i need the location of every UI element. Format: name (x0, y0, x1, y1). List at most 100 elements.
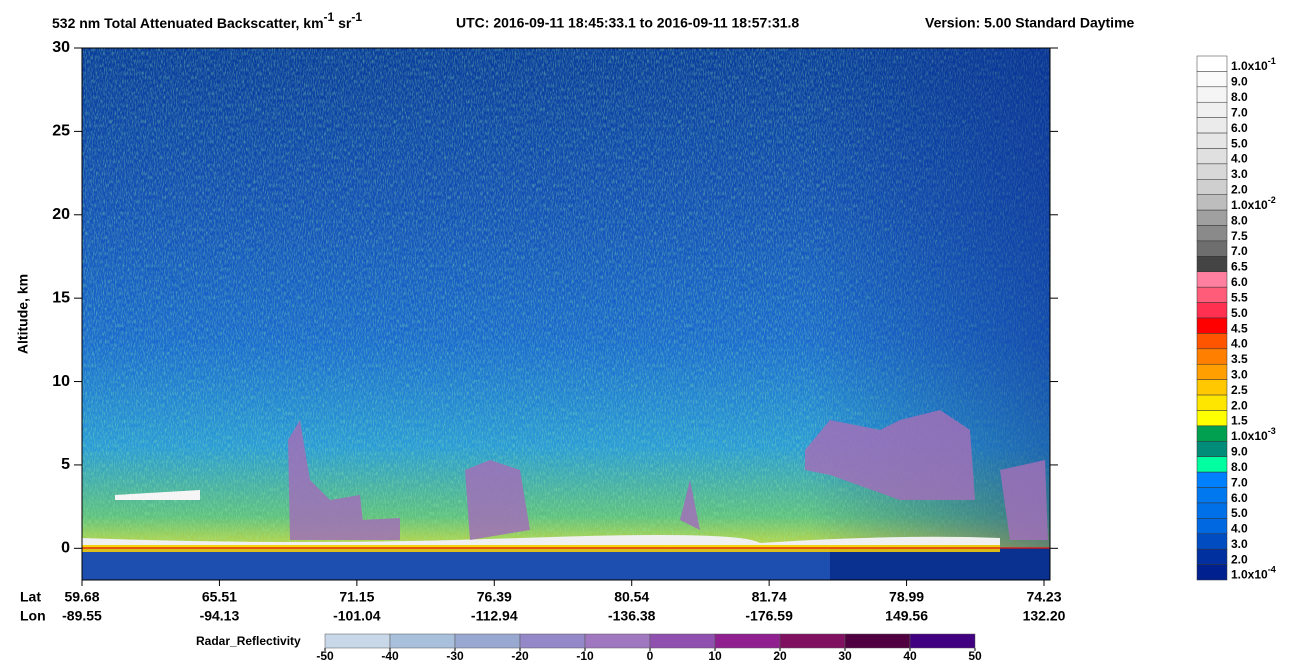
colorbar-label: 5.5 (1231, 290, 1248, 304)
radar-tick-label: 20 (773, 649, 787, 663)
version: Version: 5.00 Standard Daytime (925, 15, 1135, 31)
lon-label: -89.55 (62, 608, 102, 624)
radar-colorbar-cell (519, 633, 586, 649)
colorbar-cell (1196, 86, 1228, 103)
lon-label: -176.59 (745, 608, 793, 624)
lat-label: 65.51 (202, 589, 237, 605)
colorbar-label: 5.0 (1231, 306, 1248, 320)
colorbar-cell (1196, 394, 1228, 411)
colorbar-cell (1196, 425, 1228, 442)
colorbar-label: 2.5 (1231, 383, 1248, 397)
colorbar-label: 2.0 (1231, 398, 1248, 412)
colorbar-cell (1196, 533, 1228, 550)
colorbar-label: 7.5 (1231, 229, 1248, 243)
colorbar-label-base: 1.0x10 (1231, 568, 1268, 582)
colorbar-label: 6.0 (1231, 491, 1248, 505)
colorbar-label: 4.0 (1231, 152, 1248, 166)
colorbar-cell (1196, 564, 1228, 581)
radar-tick-label: 40 (903, 649, 917, 663)
colorbar-label: 1.0x10-3 (1231, 426, 1276, 443)
radar-tick-label: -30 (446, 649, 464, 663)
lat-label: 81.74 (752, 589, 787, 605)
colorbar-label: 3.0 (1231, 537, 1248, 551)
y-axis-label: Altitude, km (15, 274, 31, 354)
radar-tick-label: -10 (576, 649, 594, 663)
radar-tick-label: 10 (708, 649, 722, 663)
colorbar-cell (1196, 117, 1228, 134)
colorbar-label: 5.0 (1231, 506, 1248, 520)
colorbar-cell (1196, 441, 1228, 457)
colorbar-label: 6.0 (1231, 275, 1248, 289)
radar-tick-label: 30 (838, 649, 852, 663)
radar-colorbar-cell (454, 633, 521, 649)
lon-label: 149.56 (885, 608, 928, 624)
y-tick-label: 20 (52, 206, 70, 223)
radar-label: Radar_Reflectivity (196, 634, 301, 648)
colorbar-label-base: 1.0x10 (1231, 429, 1268, 443)
colorbar-cell (1196, 194, 1228, 211)
colorbar-label: 9.0 (1231, 445, 1248, 459)
lon-label: 132.20 (1023, 608, 1066, 624)
colorbar-label: 7.0 (1231, 244, 1248, 258)
title-unit: sr (334, 15, 352, 31)
colorbar-label: 3.0 (1231, 167, 1248, 181)
colorbar-label-exp: -1 (1268, 56, 1276, 66)
lon-label: -94.13 (200, 608, 240, 624)
colorbar-cell (1196, 302, 1228, 319)
colorbar-label-base: 1.0x10 (1231, 198, 1268, 212)
utc: UTC: 2016-09-11 18:45:33.1 to 2016-09-11… (456, 15, 799, 31)
radar-colorbar-cell (714, 633, 781, 649)
colorbar-label: 8.0 (1231, 213, 1248, 227)
colorbar-cell (1196, 379, 1228, 396)
curtain (81, 47, 1051, 581)
radar-tick-label: -50 (316, 649, 334, 663)
colorbar-label: 4.5 (1231, 321, 1248, 335)
colorbar-label: 3.0 (1231, 368, 1248, 382)
colorbar-label: 1.5 (1231, 414, 1248, 428)
colorbar-cell (1196, 333, 1228, 350)
colorbar-cell (1196, 456, 1228, 473)
colorbar-label: 2.0 (1231, 183, 1248, 197)
colorbar-cell (1196, 487, 1228, 504)
lat-label: 76.39 (477, 589, 512, 605)
lat-label: 78.99 (889, 589, 924, 605)
title-sup: -1 (324, 10, 335, 24)
colorbar-label: 5.0 (1231, 136, 1248, 150)
colorbar-cell (1196, 518, 1228, 535)
colorbar-label: 3.5 (1231, 352, 1248, 366)
colorbar-cell (1196, 286, 1228, 303)
colorbar-cell (1196, 179, 1228, 195)
colorbar-label: 2.0 (1231, 552, 1248, 566)
colorbar-cell (1196, 363, 1228, 380)
radar-tick-label: -20 (511, 649, 529, 663)
colorbar-cell (1196, 317, 1228, 334)
colorbar-label: 1.0x10-2 (1231, 195, 1276, 212)
radar-tick-label: -40 (381, 649, 399, 663)
colorbar-cell (1196, 132, 1228, 149)
colorbar-cell (1196, 163, 1228, 180)
lat-label: 74.23 (1026, 589, 1061, 605)
lat-label: 59.68 (64, 589, 99, 605)
colorbar-label: 7.0 (1231, 106, 1248, 120)
colorbar-label: 6.5 (1231, 260, 1248, 274)
colorbar-cell (1196, 148, 1228, 165)
colorbar-label-exp: -3 (1268, 426, 1276, 436)
y-tick-label: 15 (52, 289, 70, 306)
title-sup: -1 (351, 10, 362, 24)
title: 532 nm Total Attenuated Backscatter, km-… (52, 10, 362, 31)
colorbar-label: 4.0 (1231, 522, 1248, 536)
y-tick-label: 10 (52, 373, 70, 390)
colorbar-cell (1196, 348, 1228, 365)
radar-tick-label: 0 (647, 649, 654, 663)
title-main: 532 nm Total Attenuated Backscatter, km (52, 15, 324, 31)
colorbar-label: 4.0 (1231, 337, 1248, 351)
colorbar-cell (1196, 271, 1228, 288)
colorbar-cell (1196, 55, 1228, 72)
x-row-label: Lat (20, 589, 41, 605)
colorbar-label: 7.0 (1231, 475, 1248, 489)
radar-colorbar-cell (649, 633, 716, 649)
radar-colorbar-cell (324, 633, 391, 649)
colorbar-label-exp: -2 (1268, 195, 1276, 205)
radar-colorbar-cell (779, 633, 846, 649)
colorbar-cell (1196, 410, 1228, 427)
